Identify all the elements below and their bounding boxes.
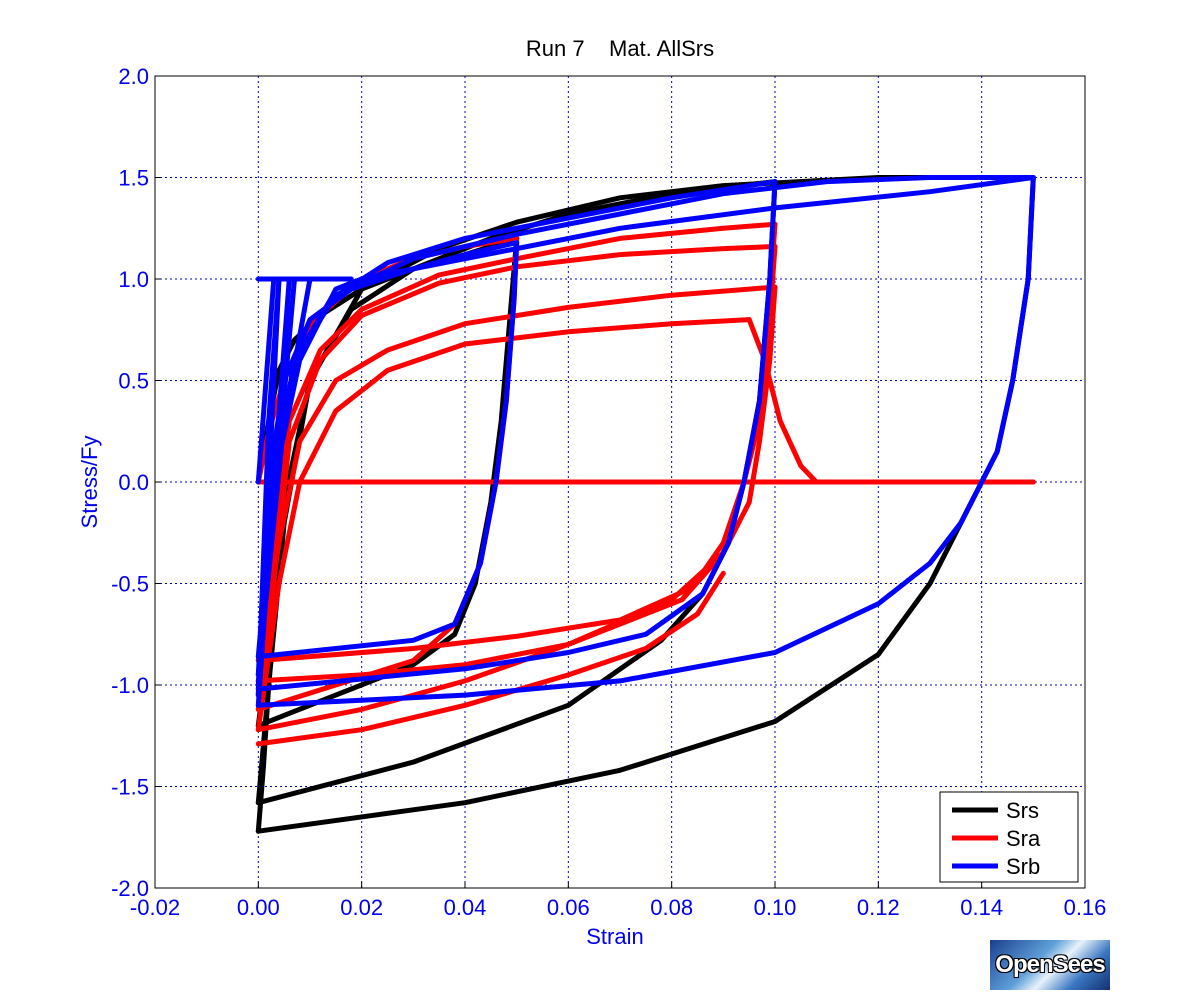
series-srb-segment-8 [255, 175, 1036, 708]
x-tick-label-5: 0.08 [650, 895, 693, 920]
series-sra-segment-7 [255, 284, 778, 733]
series-sra-segment-9 [746, 317, 1036, 485]
chart-title: Run 7 Mat. AllSrs [526, 36, 714, 61]
series-srs-segment-6 [255, 682, 272, 834]
y-tick-label-1: 1.5 [118, 166, 149, 191]
plot-lines [255, 175, 1036, 834]
x-tick-label-8: 0.14 [960, 895, 1003, 920]
y-tick-label-3: 0.5 [118, 369, 149, 394]
series-sra-segment-6 [255, 284, 778, 684]
series-sra-segment-2 [255, 244, 778, 712]
y-tick-label-7: -1.5 [111, 775, 149, 800]
series-srb-segment-6 [255, 179, 778, 692]
y-tick-label-8: -2.0 [111, 876, 149, 901]
y-tick-label-0: 2.0 [118, 64, 149, 89]
x-tick-label-9: 0.16 [1064, 895, 1107, 920]
legend-label-sra: Sra [1006, 826, 1041, 851]
y-tick-label-4: 0.0 [118, 470, 149, 495]
x-tick-label-3: 0.04 [444, 895, 487, 920]
x-tick-labels: -0.02 0.00 0.02 0.04 0.06 0.08 0.10 0.12 0.14 0.1… [130, 882, 1106, 920]
x-axis-label: Strain [586, 924, 643, 949]
series-srb-segment-9 [255, 175, 1036, 708]
series-srb-segment-4 [255, 240, 520, 660]
y-tick-label-6: -1.0 [111, 673, 149, 698]
series-sra-segment-8 [255, 317, 752, 733]
x-tick-label-1: 0.00 [237, 895, 280, 920]
y-tick-label-5: -0.5 [111, 572, 149, 597]
legend-label-srs: Srs [1006, 798, 1039, 823]
legend-label-srb: Srb [1006, 854, 1040, 879]
y-tick-label-2: 1.0 [118, 267, 149, 292]
opensees-logo: OpenSees [990, 940, 1110, 990]
x-tick-label-4: 0.06 [547, 895, 590, 920]
x-tick-label-7: 0.12 [857, 895, 900, 920]
x-tick-label-0: -0.02 [130, 895, 180, 920]
series-srb-segment-7 [255, 175, 1036, 692]
x-tick-label-6: 0.10 [754, 895, 797, 920]
y-axis-label: Stress/Fy [77, 436, 102, 529]
series-sra-segment-11 [255, 570, 726, 747]
legend: Srs Sra Srb [939, 791, 1079, 883]
y-tick-labels: 2.0 1.5 1.0 0.5 0.0 -0.5 -1.0 -1.5 -2.0 [111, 64, 161, 901]
x-tick-label-2: 0.02 [340, 895, 383, 920]
